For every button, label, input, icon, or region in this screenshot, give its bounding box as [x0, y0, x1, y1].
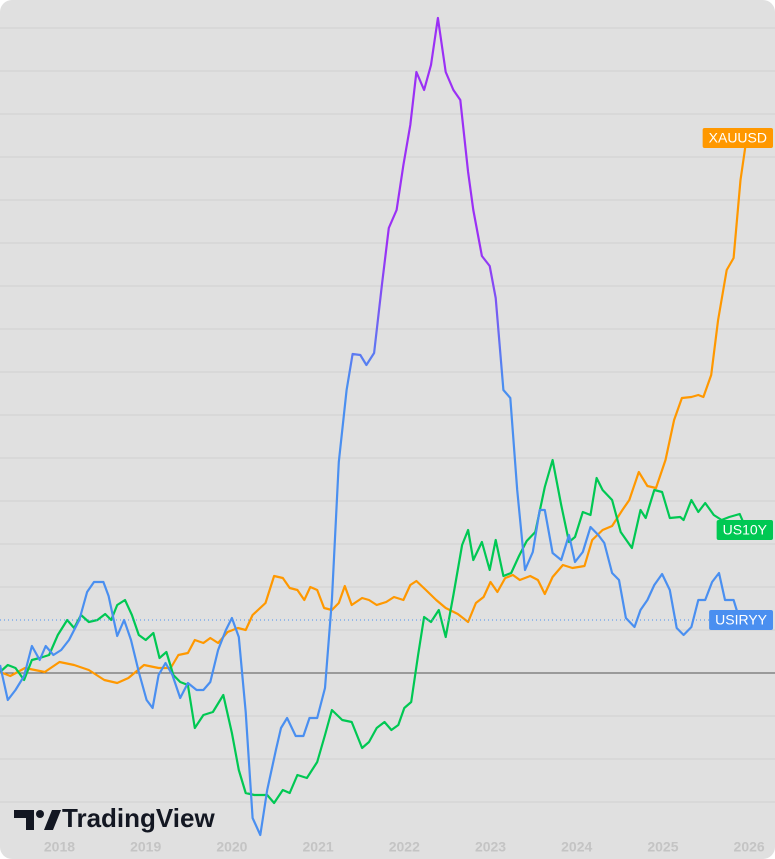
watermark-text: TradingView — [62, 803, 215, 833]
x-tick-label: 2021 — [303, 839, 334, 855]
logo-mark — [44, 810, 61, 830]
x-tick-label: 2025 — [647, 839, 678, 855]
logo-mark — [14, 810, 34, 830]
x-tick-label: 2023 — [475, 839, 506, 855]
series-tag-label: USIRYY — [715, 612, 768, 628]
logo-dot — [36, 810, 44, 818]
x-tick-label: 2018 — [44, 839, 75, 855]
series-line — [0, 137, 748, 685]
x-tick-label: 2026 — [734, 839, 765, 855]
series-tag-box — [716, 520, 773, 540]
series-tag-box — [709, 610, 773, 630]
series-tag-box — [702, 128, 773, 148]
x-tick-label: 2022 — [389, 839, 420, 855]
plot-area: 2018 2019 2020 2021 2022 2023 2024 2025 2026 XAUU… — [0, 16, 775, 855]
x-tick-label: 2020 — [216, 839, 247, 855]
x-tick-label: 2019 — [130, 839, 161, 855]
series-tag-label: XAUUSD — [709, 130, 767, 146]
series-tag-label: US10Y — [723, 522, 768, 538]
series-tag: XAUUSD — [702, 128, 773, 148]
series-tag: US10Y — [716, 520, 773, 540]
series-line — [0, 458, 748, 805]
series-line — [0, 16, 741, 837]
series-tag: USIRYY — [709, 610, 773, 630]
watermark: TradingView — [14, 803, 215, 833]
x-tick-label: 2024 — [561, 839, 592, 855]
